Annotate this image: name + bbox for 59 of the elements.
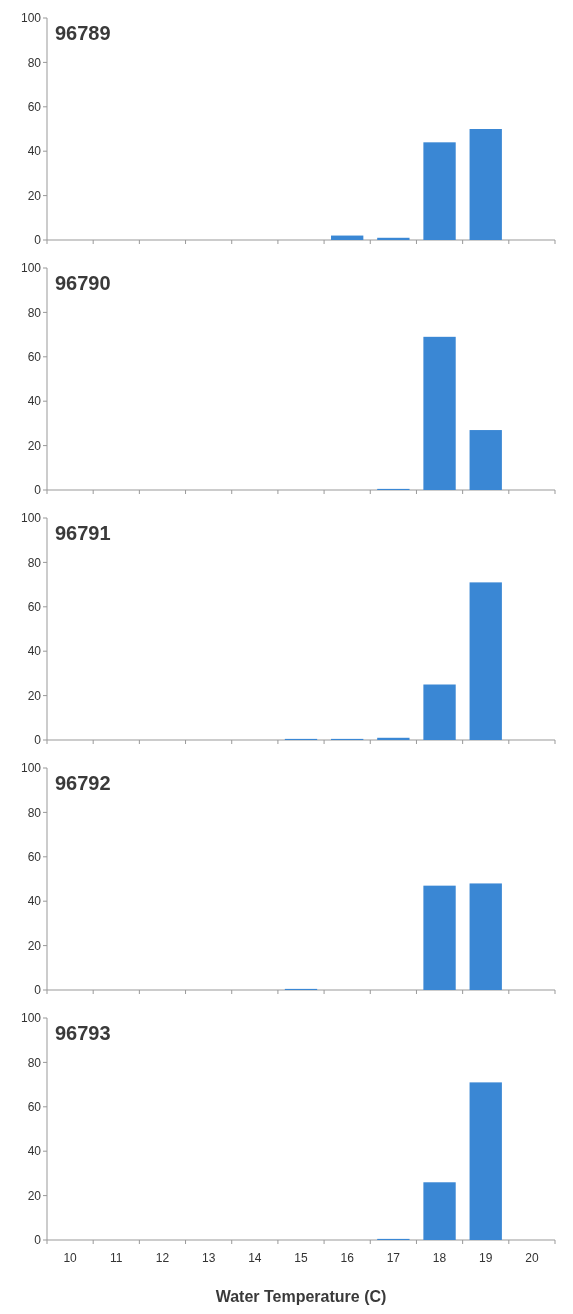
y-tick-label: 0 bbox=[34, 733, 42, 748]
bar bbox=[423, 142, 456, 240]
y-tick-label: 0 bbox=[34, 483, 42, 498]
y-tick-label: 40 bbox=[27, 894, 42, 909]
chart-title: 96790 bbox=[55, 272, 111, 294]
bar bbox=[377, 737, 410, 740]
y-tick-label: 40 bbox=[27, 644, 42, 659]
bar bbox=[423, 336, 456, 490]
bar bbox=[469, 129, 502, 240]
y-tick-label: 20 bbox=[27, 938, 42, 953]
y-tick-label: 100 bbox=[20, 1011, 42, 1026]
y-tick-label: 60 bbox=[27, 850, 42, 864]
y-tick-label: 80 bbox=[27, 1055, 42, 1070]
x-tick-label: 11 bbox=[110, 1251, 123, 1265]
y-tick-label: 80 bbox=[27, 55, 42, 70]
y-tick-label: 100 bbox=[20, 11, 42, 26]
y-tick-label: 0 bbox=[34, 233, 42, 248]
y-tick-label: 20 bbox=[27, 688, 42, 703]
bar bbox=[423, 1182, 456, 1240]
bar bbox=[469, 582, 502, 740]
x-axis-title: Water Temperature (C) bbox=[215, 1288, 387, 1305]
y-tick-label: 60 bbox=[27, 1100, 42, 1114]
x-tick-label: 16 bbox=[340, 1251, 355, 1265]
bar bbox=[377, 237, 410, 240]
y-tick-label: 0 bbox=[34, 1233, 42, 1248]
x-tick-label: 14 bbox=[248, 1251, 262, 1265]
y-tick-label: 20 bbox=[27, 1188, 42, 1203]
x-tick-label: 19 bbox=[479, 1251, 493, 1265]
y-tick-label: 80 bbox=[27, 555, 42, 570]
y-tick-label: 0 bbox=[34, 983, 42, 998]
chart-title: 96791 bbox=[55, 522, 111, 544]
y-tick-label: 60 bbox=[27, 350, 42, 364]
y-tick-label: 40 bbox=[27, 1144, 42, 1159]
y-tick-label: 60 bbox=[27, 600, 42, 614]
x-tick-label: 12 bbox=[155, 1251, 170, 1265]
x-tick-label: 15 bbox=[294, 1251, 308, 1265]
y-tick-label: 100 bbox=[20, 261, 42, 276]
chart-title: 96789 bbox=[55, 22, 111, 44]
y-tick-label: 80 bbox=[27, 805, 42, 820]
y-tick-label: 100 bbox=[20, 511, 42, 526]
y-tick-label: 60 bbox=[27, 100, 42, 114]
y-tick-label: 100 bbox=[20, 761, 42, 776]
bar bbox=[469, 430, 502, 490]
y-tick-label: 40 bbox=[27, 144, 42, 159]
bar bbox=[469, 1082, 502, 1240]
x-tick-label: 17 bbox=[386, 1251, 401, 1265]
x-tick-label: 10 bbox=[63, 1251, 78, 1265]
x-tick-label: 18 bbox=[432, 1251, 447, 1265]
x-tick-label: 20 bbox=[525, 1251, 539, 1265]
bar bbox=[469, 883, 502, 990]
bar bbox=[423, 684, 456, 740]
y-tick-label: 20 bbox=[27, 188, 42, 203]
bar bbox=[423, 885, 456, 990]
y-tick-label: 80 bbox=[27, 305, 42, 320]
chart-title: 96792 bbox=[55, 772, 111, 794]
x-tick-label: 13 bbox=[201, 1251, 216, 1265]
chart-title: 96793 bbox=[55, 1022, 111, 1044]
y-tick-label: 40 bbox=[27, 394, 42, 409]
y-tick-label: 20 bbox=[27, 438, 42, 453]
